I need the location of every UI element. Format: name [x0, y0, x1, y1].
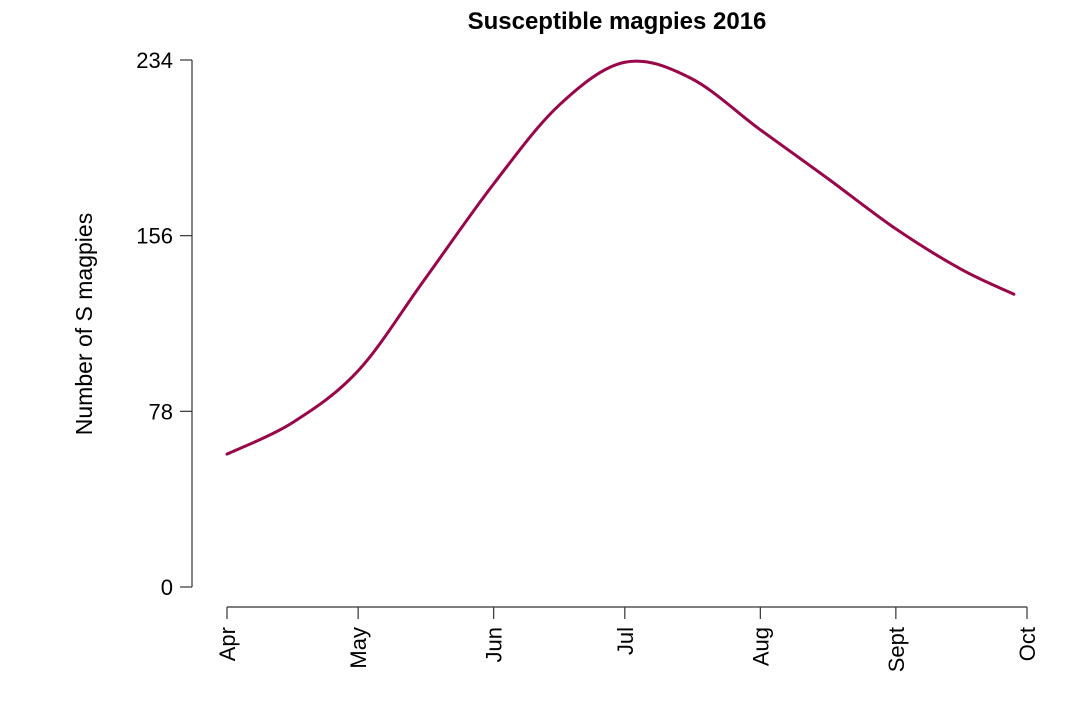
y-tick-label: 0: [161, 575, 173, 600]
series-line: [225, 59, 1016, 456]
y-tick-label: 156: [136, 224, 173, 249]
chart-title: Susceptible magpies 2016: [468, 8, 767, 35]
x-tick-label: Jul: [613, 627, 638, 655]
y-ticks: 0 78 156 234: [136, 48, 192, 600]
series-layer: [225, 59, 1016, 456]
y-tick-label: 234: [136, 48, 173, 73]
x-tick-label: Apr: [215, 627, 240, 661]
x-tick-label: Aug: [748, 627, 773, 666]
y-tick-label: 78: [149, 399, 173, 424]
x-tick-label: May: [346, 627, 371, 669]
x-tick-label: Jun: [482, 627, 507, 662]
x-ticks: Apr May Jun Jul Aug Sept Oct: [215, 607, 1040, 672]
x-tick-label: Oct: [1015, 627, 1040, 661]
x-tick-label: Sept: [884, 627, 909, 672]
y-axis-label: Number of S magpies: [71, 213, 97, 435]
